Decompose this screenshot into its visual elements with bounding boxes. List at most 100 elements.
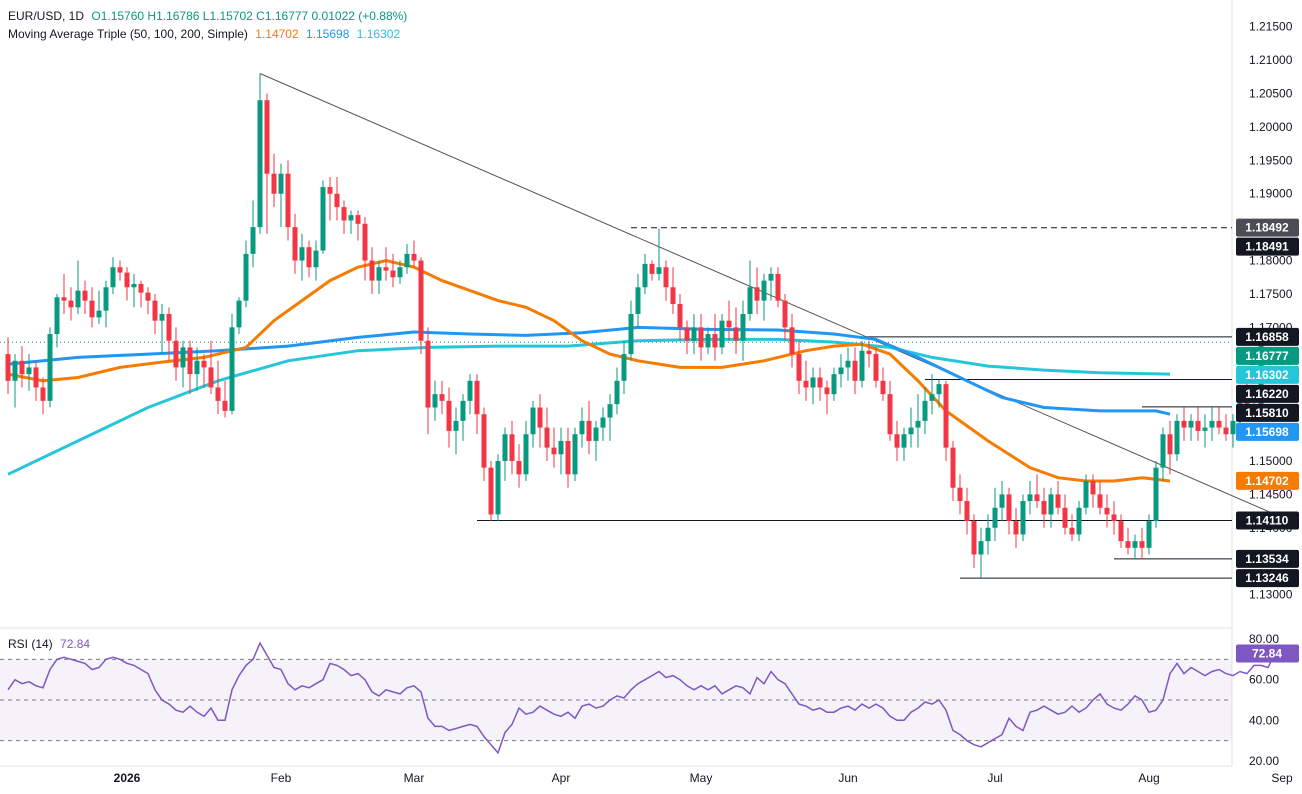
candle-body <box>1230 420 1236 435</box>
candle-body <box>656 267 662 274</box>
candle-body <box>68 300 74 308</box>
price-axis-label: 1.16858 <box>1245 330 1289 344</box>
candle-body <box>915 420 921 428</box>
price-axis-label: 1.14110 <box>1246 513 1289 527</box>
candle-body <box>236 300 242 328</box>
candle-body <box>1167 434 1173 455</box>
candle-body <box>250 227 256 254</box>
candle-body <box>964 501 970 522</box>
candle-body <box>117 267 123 273</box>
candle-body <box>950 447 956 488</box>
price-tick-label: 1.15000 <box>1249 454 1293 468</box>
ma50-line <box>7 259 1171 483</box>
candle-body <box>1202 427 1208 431</box>
candle-body <box>61 297 67 301</box>
candle-body <box>26 367 32 375</box>
candle-body <box>1083 481 1089 508</box>
candle-body <box>467 380 473 401</box>
price-axis-label: 1.15810 <box>1245 406 1289 420</box>
candle-body <box>712 334 718 348</box>
candle-body <box>936 384 942 395</box>
rsi-tick-label: 40.00 <box>1249 713 1279 727</box>
time-tick-label: Feb <box>271 771 292 785</box>
candle-body <box>1020 501 1026 535</box>
time-tick-label: Sep <box>1271 771 1293 785</box>
price-axis-label-bg <box>1236 218 1299 237</box>
ma200-value: 1.16302 <box>356 27 401 41</box>
candle-body <box>845 360 851 368</box>
candle-body <box>1097 494 1103 508</box>
candle-body <box>1209 420 1215 428</box>
candle-body <box>1062 507 1068 528</box>
candle-body <box>131 283 137 288</box>
candle-body <box>1223 427 1229 435</box>
candle-body <box>586 420 592 441</box>
price-axis-label: 1.15698 <box>1245 425 1289 439</box>
candle-body <box>82 290 88 301</box>
candle-body <box>880 380 886 395</box>
candle-body <box>362 223 368 261</box>
candle-body <box>138 283 144 293</box>
candle-body <box>628 314 634 355</box>
candle-body <box>1153 467 1159 522</box>
ma-title: Moving Average Triple (50, 100, 200, Sim… <box>8 27 248 41</box>
candle-body <box>222 400 228 411</box>
candle-body <box>1125 541 1131 548</box>
price-axis-label: 1.16302 <box>1245 368 1289 382</box>
candle-body <box>593 427 599 441</box>
candle-body <box>985 527 991 542</box>
price-axis-label-bg <box>1236 569 1299 588</box>
candle-body <box>992 507 998 528</box>
candle-body <box>369 260 375 281</box>
candle-body <box>306 247 312 268</box>
time-tick-label: Jul <box>987 771 1002 785</box>
candle-body <box>327 187 333 194</box>
candle-body <box>929 394 935 401</box>
candle-body <box>1181 420 1187 428</box>
candle-body <box>635 287 641 314</box>
candle-body <box>1034 494 1040 502</box>
candle-body <box>775 273 781 301</box>
price-axis-label: 1.18491 <box>1245 240 1289 254</box>
candle-body <box>173 340 179 368</box>
candle-body <box>551 447 557 455</box>
ma100-value: 1.15698 <box>306 27 350 41</box>
candle-body <box>1132 541 1138 548</box>
price-axis-label-bg <box>1236 346 1299 365</box>
candle-body <box>719 320 725 348</box>
price-tick-label: 1.14500 <box>1249 487 1293 501</box>
price-axis-label-bg <box>1236 327 1299 346</box>
price-tick-label: 1.20500 <box>1249 87 1293 101</box>
candle-body <box>558 440 564 455</box>
candle-body <box>208 367 214 388</box>
price-axis-label: 1.16777 <box>1245 349 1289 363</box>
candle-body <box>1055 494 1061 508</box>
rsi-value: 72.84 <box>60 637 91 651</box>
candle-body <box>285 173 291 228</box>
trendline <box>259 73 1290 521</box>
candle-body <box>299 247 305 261</box>
candle-body <box>348 215 354 221</box>
candle-body <box>201 360 207 368</box>
candle-body <box>1041 501 1047 515</box>
candle-body <box>33 367 39 388</box>
price-tick-label: 1.21500 <box>1249 20 1293 34</box>
candle-body <box>803 380 809 388</box>
candle-body <box>152 300 158 321</box>
candle-body <box>453 420 459 431</box>
rsi-tick-label: 60.00 <box>1249 673 1279 687</box>
candle-body <box>1090 481 1096 495</box>
candle-body <box>607 404 613 418</box>
candle-body <box>698 327 704 348</box>
candle-body <box>404 253 410 268</box>
price-tick-label: 1.20000 <box>1249 120 1293 134</box>
candle-body <box>621 354 627 381</box>
candle-body <box>75 290 81 308</box>
candle-body <box>40 387 46 401</box>
candle-body <box>418 260 424 341</box>
candle-body <box>278 173 284 194</box>
candle-body <box>1160 434 1166 468</box>
candle-body <box>1076 507 1082 535</box>
candle-body <box>810 377 816 388</box>
